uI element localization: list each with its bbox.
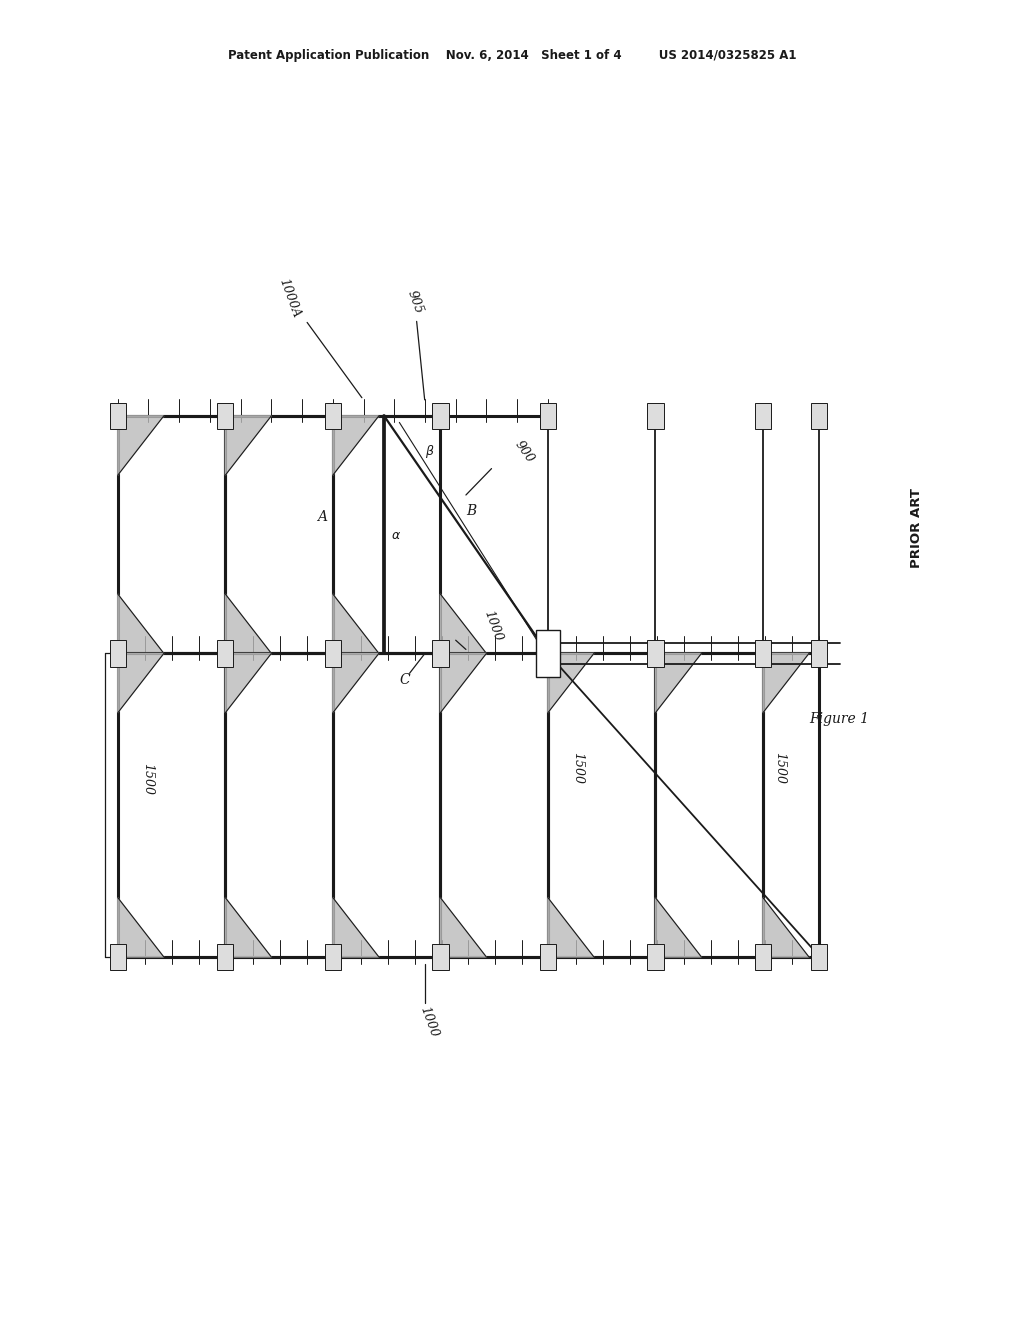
Bar (432, 944, 449, 970)
Polygon shape (333, 898, 379, 957)
Bar (647, 403, 664, 429)
Polygon shape (763, 898, 809, 957)
Bar (432, 640, 449, 667)
Polygon shape (548, 898, 594, 957)
Bar (755, 944, 771, 970)
Polygon shape (763, 653, 809, 713)
Text: B: B (466, 504, 476, 517)
Polygon shape (655, 898, 701, 957)
Text: 1500: 1500 (571, 752, 585, 784)
Polygon shape (118, 653, 164, 713)
Text: 1500: 1500 (141, 763, 155, 795)
Text: 1000: 1000 (418, 1005, 441, 1039)
Polygon shape (118, 898, 164, 957)
Bar (647, 640, 664, 667)
Bar (755, 640, 771, 667)
Text: C: C (399, 673, 410, 686)
Text: 905: 905 (404, 289, 425, 400)
Text: Figure 1: Figure 1 (810, 713, 869, 726)
Bar (217, 640, 233, 667)
Polygon shape (118, 416, 164, 475)
Bar (811, 944, 827, 970)
Text: $\beta$: $\beta$ (425, 444, 434, 461)
Bar (647, 944, 664, 970)
Bar (540, 944, 556, 970)
Bar (110, 944, 126, 970)
Polygon shape (333, 416, 379, 475)
Bar (755, 403, 771, 429)
Polygon shape (225, 653, 271, 713)
Bar (110, 640, 126, 667)
Text: 1000A: 1000A (276, 277, 361, 397)
Text: $\alpha$: $\alpha$ (391, 528, 401, 541)
Polygon shape (333, 653, 379, 713)
Bar (540, 640, 556, 667)
Polygon shape (548, 653, 594, 713)
Polygon shape (225, 416, 271, 475)
Polygon shape (440, 594, 486, 653)
Polygon shape (440, 653, 486, 713)
Bar (217, 403, 233, 429)
Polygon shape (225, 898, 271, 957)
Text: A: A (317, 511, 328, 524)
Bar (432, 403, 449, 429)
Polygon shape (655, 653, 701, 713)
Text: Patent Application Publication    Nov. 6, 2014   Sheet 1 of 4         US 2014/03: Patent Application Publication Nov. 6, 2… (227, 49, 797, 62)
Text: 1000: 1000 (481, 609, 505, 643)
Bar (540, 403, 556, 429)
Bar (325, 403, 341, 429)
Bar (217, 944, 233, 970)
Polygon shape (225, 594, 271, 653)
Text: 1500: 1500 (773, 752, 786, 784)
Bar (110, 403, 126, 429)
Polygon shape (440, 898, 486, 957)
Bar (325, 944, 341, 970)
Bar (811, 403, 827, 429)
Polygon shape (118, 594, 164, 653)
Bar (536, 630, 560, 677)
Bar (811, 640, 827, 667)
Text: PRIOR ART: PRIOR ART (910, 488, 923, 568)
Text: 900: 900 (512, 438, 537, 465)
Bar (325, 640, 341, 667)
Polygon shape (333, 594, 379, 653)
